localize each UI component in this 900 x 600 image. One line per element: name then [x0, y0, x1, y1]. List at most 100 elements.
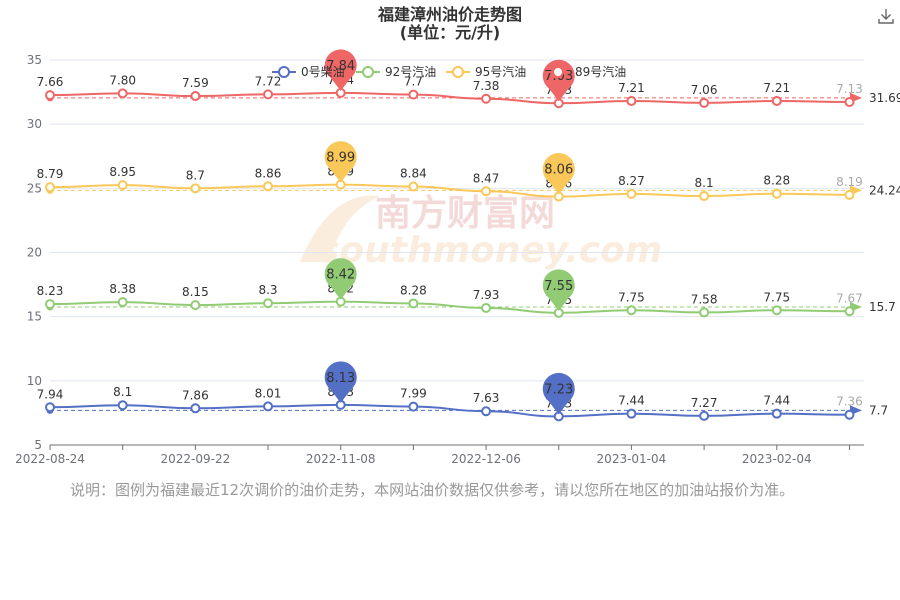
data-label: 7.7: [404, 75, 423, 89]
legend-item-3[interactable]: 95号汽油: [446, 64, 526, 79]
max-marker[interactable]: [324, 141, 357, 183]
legend-item-4[interactable]: 89号汽油: [546, 64, 626, 79]
data-point[interactable]: [263, 181, 274, 192]
data-point[interactable]: [45, 299, 55, 310]
data-point[interactable]: [263, 298, 274, 309]
y-tick-label: 35: [27, 53, 42, 67]
min-marker[interactable]: [542, 372, 575, 415]
data-point[interactable]: [699, 191, 710, 202]
y-tick-label: 30: [27, 117, 42, 131]
data-point[interactable]: [481, 302, 492, 313]
min-marker-label: 8.06: [544, 163, 573, 178]
series-3: 24.24 8.79 8.95 8.7 8.86 8.99 8.84 8.47 8.06 8.27…: [37, 141, 900, 202]
data-label: 7.44: [618, 394, 645, 408]
data-label: 8.1: [695, 176, 714, 190]
data-label: 8.01: [255, 386, 282, 400]
y-tick-label: 15: [27, 310, 42, 324]
average-label: 31.69: [869, 91, 900, 105]
data-point[interactable]: [117, 297, 128, 308]
data-label: 7.66: [37, 75, 64, 89]
data-point[interactable]: [263, 89, 274, 100]
data-label: 7.67: [836, 291, 863, 305]
data-point[interactable]: [626, 95, 637, 106]
data-point[interactable]: [117, 88, 128, 99]
series-4: 31.697.667.807.597.727.847.77.387.037.21…: [37, 49, 900, 109]
data-label: 8.95: [109, 165, 136, 179]
data-point[interactable]: [626, 408, 637, 419]
legend-item-1[interactable]: 0号柴油: [272, 65, 345, 79]
data-point[interactable]: [117, 400, 128, 411]
data-point[interactable]: [481, 406, 492, 417]
watermark-logo: [300, 195, 380, 262]
data-point[interactable]: [481, 93, 492, 104]
x-axis: 2022-08-24 2022-09-22 2022-11-08 2022-12-06…: [15, 444, 864, 466]
data-point[interactable]: [45, 90, 55, 101]
average-label: 7.7: [869, 403, 888, 417]
max-marker[interactable]: [324, 361, 357, 403]
data-point[interactable]: [408, 181, 419, 192]
y-tick-label: 20: [27, 246, 42, 260]
data-label: 7.99: [400, 387, 427, 401]
data-point[interactable]: [771, 408, 782, 419]
y-tick-label: 5: [34, 438, 42, 452]
legend-label: 0号柴油: [301, 65, 345, 79]
data-point[interactable]: [771, 305, 782, 316]
data-point[interactable]: [190, 183, 201, 194]
data-point[interactable]: [844, 306, 855, 317]
data-label: 7.21: [618, 81, 645, 95]
min-marker[interactable]: [542, 59, 575, 102]
data-point[interactable]: [190, 300, 201, 311]
y-tick-label: 10: [27, 374, 42, 388]
legend-label: 89号汽油: [575, 64, 626, 79]
data-point[interactable]: [771, 188, 782, 199]
watermark-en: southmoney.com: [318, 230, 662, 271]
data-point[interactable]: [408, 89, 419, 100]
data-point[interactable]: [699, 307, 710, 318]
data-point[interactable]: [771, 95, 782, 106]
data-point[interactable]: [699, 410, 710, 421]
data-point[interactable]: [117, 180, 128, 191]
series-line: [49, 403, 850, 418]
legend-symbol: [278, 66, 290, 78]
data-point[interactable]: [263, 401, 274, 412]
x-tick-label: 2022-08-24: [15, 452, 85, 466]
max-marker[interactable]: [324, 258, 357, 300]
min-marker[interactable]: [542, 269, 575, 311]
series-line: [49, 183, 850, 198]
data-point[interactable]: [844, 409, 855, 420]
data-point[interactable]: [408, 298, 419, 309]
data-point[interactable]: [844, 189, 855, 200]
data-point[interactable]: [190, 91, 201, 102]
data-point[interactable]: [626, 305, 637, 316]
min-marker-label: 7.23: [544, 382, 573, 397]
download-icon[interactable]: [876, 6, 896, 26]
data-label: 8.19: [836, 175, 863, 189]
max-marker-label: 8.42: [326, 268, 355, 283]
data-label: 7.86: [182, 388, 209, 402]
legend-label: 92号汽油: [385, 64, 436, 79]
series-line: [49, 300, 850, 314]
max-marker-label: 8.99: [326, 151, 355, 166]
data-point[interactable]: [45, 182, 55, 193]
data-label: 7.44: [763, 394, 790, 408]
data-label: 7.75: [618, 290, 645, 304]
min-marker[interactable]: [542, 153, 575, 195]
data-point[interactable]: [844, 96, 855, 107]
data-point[interactable]: [626, 188, 637, 199]
data-point[interactable]: [699, 97, 710, 108]
max-marker[interactable]: [324, 49, 357, 91]
data-point[interactable]: [408, 401, 419, 412]
x-tick-label: 2022-09-22: [160, 452, 230, 466]
data-label: 7.72: [255, 74, 282, 88]
legend-item-2[interactable]: 92号汽油: [356, 64, 436, 79]
data-point[interactable]: [481, 186, 492, 197]
data-point[interactable]: [45, 402, 55, 413]
x-tick-label: 2022-12-06: [451, 452, 521, 466]
y-axis: 5 10 15 20 25 30 35: [27, 53, 864, 452]
chart-title: 福建漳州油价走势图: [377, 5, 522, 24]
data-point[interactable]: [190, 403, 201, 414]
data-label: 7.27: [691, 396, 718, 410]
data-label: 7.58: [691, 292, 718, 306]
